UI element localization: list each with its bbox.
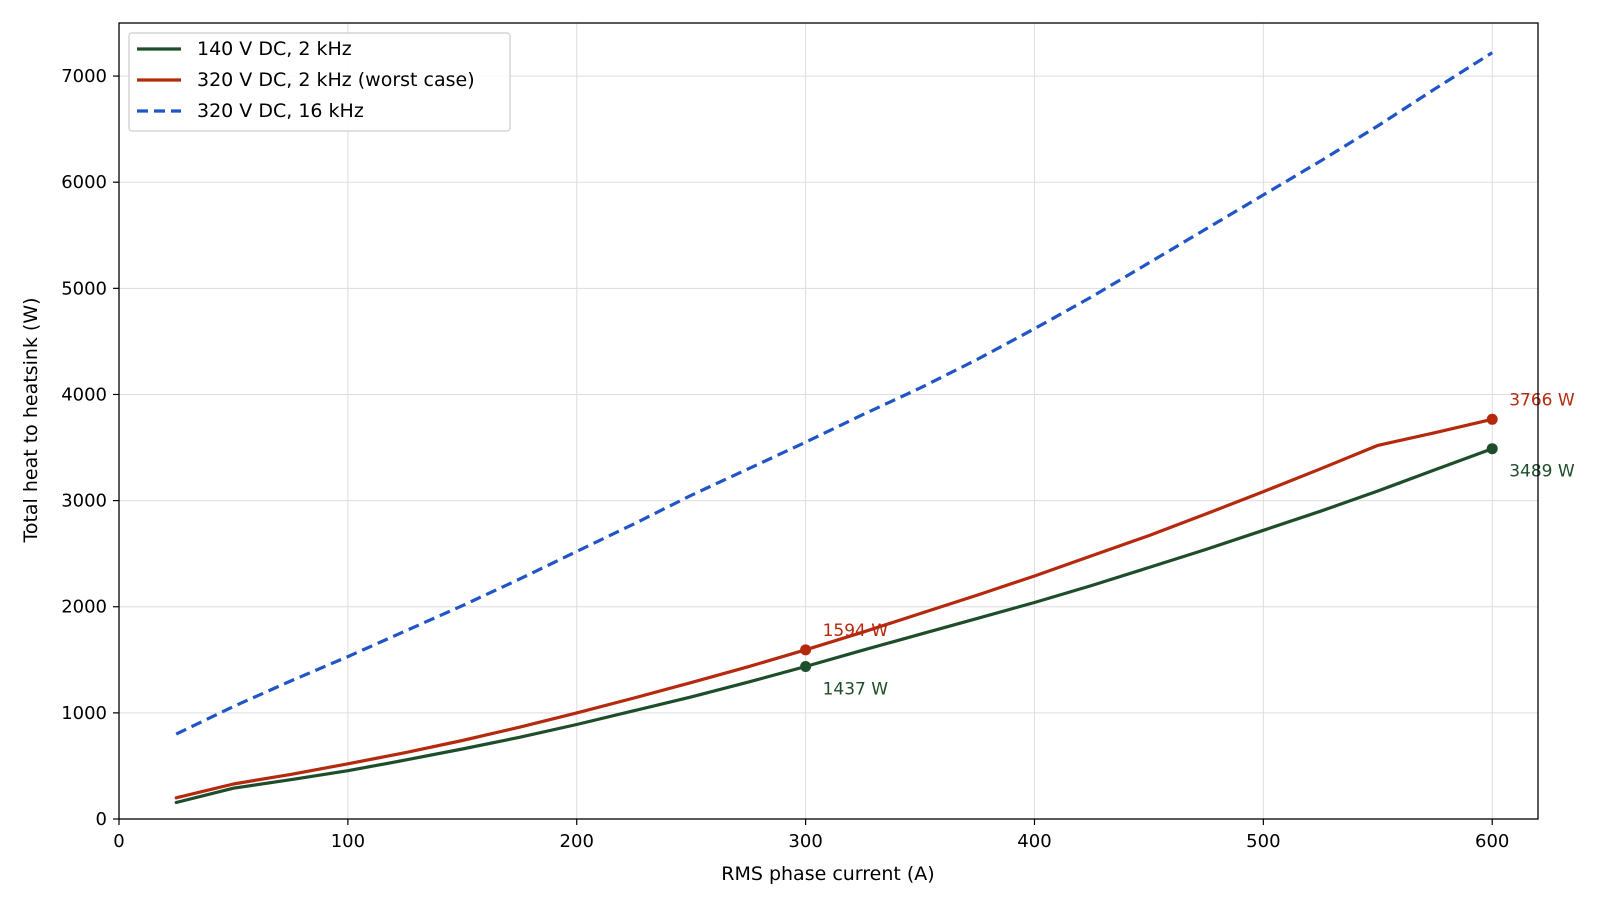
y-tick-label: 3000 [61,491,107,512]
data-point-marker [800,644,812,656]
data-label: 1437 W [823,679,889,699]
series-line-3 [175,51,1494,736]
y-axis-label: Total heat to heatsink (W) [20,297,42,543]
legend-entry-2: 320 V DC, 2 kHz (worst case) [197,69,475,91]
plot-frame [118,22,1539,820]
legend-entry-3: 320 V DC, 16 kHz [197,100,364,122]
x-tick-label: 100 [331,831,365,852]
marker-group [800,413,1498,672]
legend-box [128,32,511,132]
y-tick-label: 0 [96,809,107,830]
data-point-marker [800,660,812,672]
grid [118,23,1538,820]
series-line-1 [174,447,1494,805]
series-line-2 [174,417,1494,800]
x-tick-label: 0 [113,831,124,852]
data-label: 1594 W [823,621,889,641]
y-tick-label: 6000 [61,172,107,193]
x-axis-ticks: 0 100 200 300 400 500 600 [113,819,1509,852]
y-tick-label: 1000 [61,703,107,724]
x-tick-label: 300 [788,831,822,852]
y-tick-label: 7000 [61,66,107,87]
legend: 140 V DC, 2 kHz 320 V DC, 2 kHz (worst ca… [128,32,511,132]
x-axis-label: RMS phase current (A) [721,863,934,885]
data-point-marker [1486,413,1498,425]
y-tick-label: 2000 [61,597,107,618]
y-tick-label: 5000 [61,278,107,299]
y-axis-ticks: 0 1000 2000 3000 4000 5000 6000 7000 [61,66,119,830]
y-tick-label: 4000 [61,384,107,405]
legend-entry-1: 140 V DC, 2 kHz [197,38,352,60]
x-tick-label: 600 [1475,831,1509,852]
data-label: 3766 W [1509,390,1575,410]
x-tick-label: 200 [560,831,594,852]
series-group [174,51,1494,805]
data-label: 3489 W [1509,462,1575,482]
data-point-marker [1486,443,1498,455]
annotation-group: 1594 W 1437 W 3766 W 3489 W [823,390,1575,699]
x-tick-label: 500 [1246,831,1280,852]
x-tick-label: 400 [1017,831,1051,852]
